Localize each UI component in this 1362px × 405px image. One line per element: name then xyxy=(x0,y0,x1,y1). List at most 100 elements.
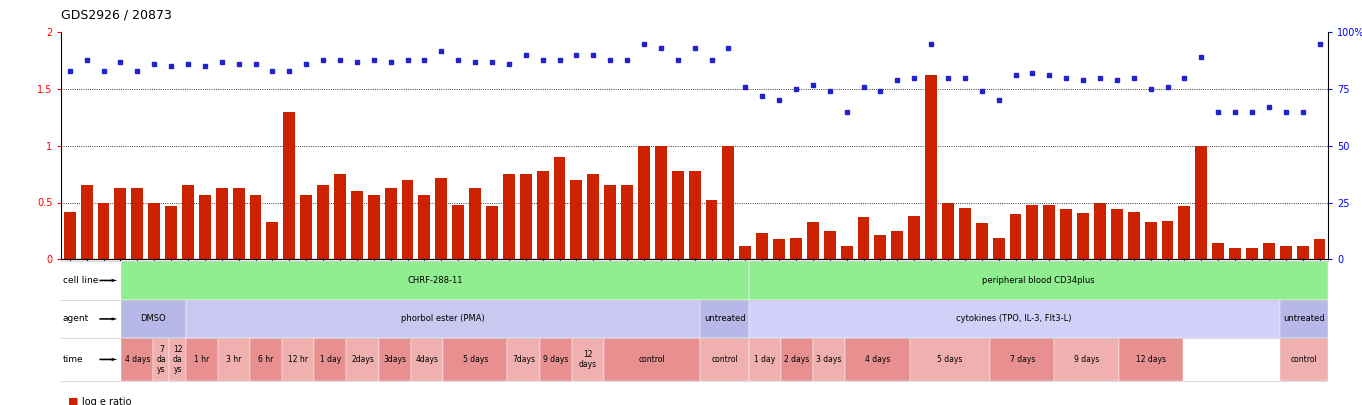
Bar xyxy=(587,174,599,259)
Bar xyxy=(1111,209,1122,259)
Bar xyxy=(621,185,633,259)
Bar xyxy=(503,174,515,259)
Text: control: control xyxy=(1290,355,1317,364)
Text: ■: ■ xyxy=(68,397,79,405)
Text: 12 days: 12 days xyxy=(1136,355,1166,364)
Bar xyxy=(486,206,498,259)
Bar xyxy=(1027,205,1038,259)
Text: 7days: 7days xyxy=(512,355,535,364)
Bar xyxy=(655,146,667,259)
Bar xyxy=(1263,243,1275,259)
Bar xyxy=(283,112,296,259)
Text: cell line: cell line xyxy=(63,276,98,285)
Bar xyxy=(806,222,819,259)
Bar xyxy=(959,208,971,259)
Bar xyxy=(1178,206,1190,259)
Bar xyxy=(756,233,768,259)
Bar xyxy=(1094,202,1106,259)
Text: 1 day: 1 day xyxy=(320,355,340,364)
Bar xyxy=(334,174,346,259)
Bar xyxy=(233,188,245,259)
Bar xyxy=(418,194,430,259)
Bar xyxy=(1144,222,1156,259)
Text: 9 days: 9 days xyxy=(543,355,568,364)
Bar xyxy=(689,171,700,259)
Bar xyxy=(1128,211,1140,259)
Bar xyxy=(199,194,211,259)
Bar xyxy=(858,217,869,259)
Bar xyxy=(183,185,193,259)
Bar xyxy=(249,194,262,259)
Text: 2days: 2days xyxy=(351,355,375,364)
Bar xyxy=(706,200,718,259)
Bar xyxy=(943,202,953,259)
Bar xyxy=(1280,245,1291,259)
Text: 4 days: 4 days xyxy=(865,355,891,364)
Bar xyxy=(1196,146,1207,259)
Bar xyxy=(774,239,785,259)
Text: agent: agent xyxy=(63,314,89,324)
Bar xyxy=(537,171,549,259)
Bar xyxy=(722,146,734,259)
Bar xyxy=(1077,213,1090,259)
Text: 7 days: 7 days xyxy=(1009,355,1035,364)
Bar xyxy=(1060,209,1072,259)
Bar xyxy=(1229,248,1241,259)
Bar xyxy=(891,231,903,259)
Text: 12
da
ys: 12 da ys xyxy=(173,345,183,374)
Text: peripheral blood CD34plus: peripheral blood CD34plus xyxy=(982,276,1095,285)
Text: control: control xyxy=(711,355,738,364)
Bar xyxy=(1162,221,1174,259)
Bar xyxy=(790,238,802,259)
Bar xyxy=(148,202,161,259)
Bar xyxy=(267,222,278,259)
Text: DMSO: DMSO xyxy=(140,314,166,324)
Text: 5 days: 5 days xyxy=(463,355,488,364)
Bar xyxy=(1297,245,1309,259)
Bar xyxy=(824,231,836,259)
Bar xyxy=(114,188,127,259)
Bar xyxy=(671,171,684,259)
Bar xyxy=(436,177,447,259)
Bar xyxy=(840,245,853,259)
Bar xyxy=(351,191,362,259)
Bar xyxy=(1043,205,1056,259)
Text: 9 days: 9 days xyxy=(1073,355,1099,364)
Bar xyxy=(1313,239,1325,259)
Bar xyxy=(571,180,583,259)
Bar xyxy=(605,185,616,259)
Bar xyxy=(64,211,76,259)
Bar xyxy=(553,157,565,259)
Bar xyxy=(908,216,921,259)
Bar xyxy=(1246,248,1258,259)
Text: 1 day: 1 day xyxy=(755,355,775,364)
Bar xyxy=(368,194,380,259)
Text: control: control xyxy=(639,355,666,364)
Bar xyxy=(520,174,531,259)
Text: 4days: 4days xyxy=(415,355,439,364)
Text: 1 hr: 1 hr xyxy=(193,355,210,364)
Text: log e ratio: log e ratio xyxy=(82,397,131,405)
Bar xyxy=(165,206,177,259)
Bar xyxy=(993,238,1005,259)
Text: cytokines (TPO, IL-3, Flt3-L): cytokines (TPO, IL-3, Flt3-L) xyxy=(956,314,1072,324)
Bar xyxy=(215,188,227,259)
Bar xyxy=(131,188,143,259)
Bar xyxy=(452,205,464,259)
Text: 5 days: 5 days xyxy=(937,355,963,364)
Bar xyxy=(874,235,887,259)
Text: CHRF-288-11: CHRF-288-11 xyxy=(407,276,463,285)
Text: 3 hr: 3 hr xyxy=(226,355,241,364)
Bar xyxy=(740,245,752,259)
Bar xyxy=(98,202,109,259)
Bar xyxy=(925,75,937,259)
Text: 3days: 3days xyxy=(383,355,406,364)
Text: 3 days: 3 days xyxy=(816,355,842,364)
Text: time: time xyxy=(63,355,83,364)
Bar xyxy=(975,223,987,259)
Text: 12
days: 12 days xyxy=(579,350,597,369)
Bar xyxy=(384,188,396,259)
Text: 12 hr: 12 hr xyxy=(289,355,308,364)
Text: 4 days: 4 days xyxy=(124,355,150,364)
Text: phorbol ester (PMA): phorbol ester (PMA) xyxy=(402,314,485,324)
